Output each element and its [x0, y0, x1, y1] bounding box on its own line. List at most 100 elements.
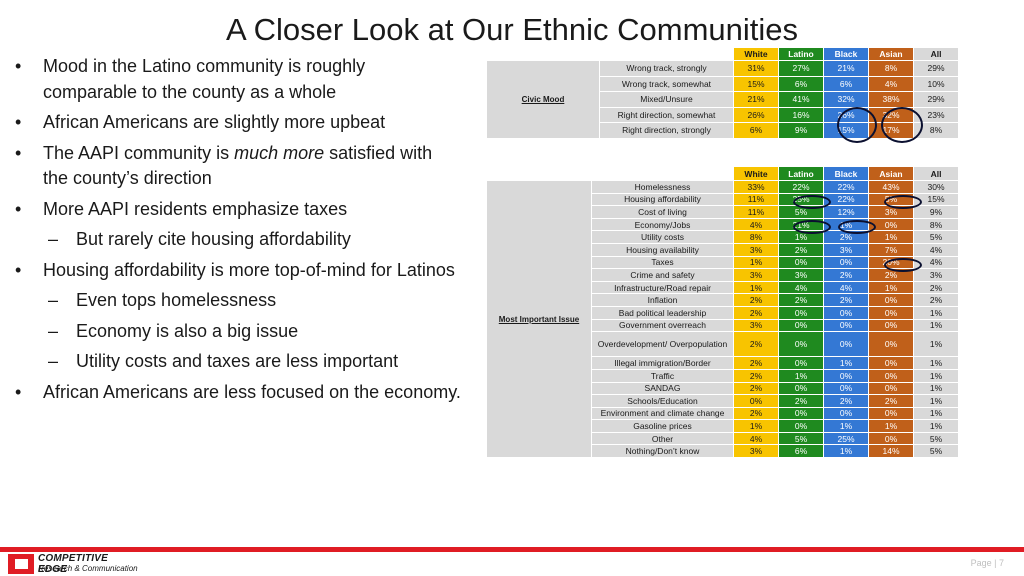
cell-asian: 0% [868, 368, 914, 383]
table-row: Schools/Education 0% 2% 2% 2% 1% [487, 394, 959, 408]
cell-black: 0% [823, 305, 869, 320]
table-row: Other 4% 5% 25% 0% 5% [487, 431, 959, 446]
cell-latino: 6% [778, 75, 824, 92]
table-row: Nothing/Don’t know 3% 6% 1% 14% 5% [487, 444, 959, 459]
cell-all: 23% [913, 106, 959, 123]
cell-white: 26% [733, 106, 779, 123]
cell-black: 3% [823, 242, 869, 257]
row-label: Economy/Jobs [591, 217, 734, 232]
table-row: Most Important Issue Homelessness 33% 22% 22… [486, 179, 959, 459]
cell-asian: 14% [868, 444, 914, 459]
bullet-list: Mood in the Latino community is roughly … [12, 54, 462, 410]
cell-black: 0% [823, 368, 869, 383]
cell-asian: 8% [868, 60, 914, 77]
column-header-asian: Asian [868, 47, 914, 61]
cell-all: 5% [913, 431, 959, 446]
cell-asian: 2% [868, 394, 914, 408]
table-row: Overdevelopment/ Overpopulation 2% 0% 0% 0% 1… [487, 331, 959, 358]
row-label: Wrong track, strongly [599, 60, 734, 77]
cell-white: 1% [733, 255, 779, 270]
column-header-latino: Latino [778, 166, 824, 181]
cell-asian: 2% [868, 268, 914, 282]
cell-all: 1% [913, 394, 959, 408]
cell-asian: 1% [868, 419, 914, 433]
cell-black: 12% [823, 205, 869, 219]
footer-accent-bar [0, 547, 1024, 552]
header-blank [591, 166, 734, 181]
cell-all: 9% [913, 205, 959, 219]
cell-latino: 21% [778, 217, 824, 232]
row-label: Bad political leadership [591, 305, 734, 320]
cell-all: 1% [913, 368, 959, 383]
cell-asian: 1% [868, 230, 914, 244]
row-label: Taxes [591, 255, 734, 270]
cell-latino: 5% [778, 431, 824, 446]
cell-latino: 0% [778, 318, 824, 333]
cell-black: 1% [823, 217, 869, 232]
cell-all: 10% [913, 75, 959, 92]
cell-black: 32% [823, 91, 869, 108]
column-header-black: Black [823, 47, 869, 61]
cell-asian: 0% [868, 431, 914, 446]
cell-latino: 0% [778, 305, 824, 320]
row-label: Utility costs [591, 230, 734, 244]
table-row: Environment and climate change 2% 0% 0% 0% 1% [487, 406, 959, 421]
table-row: Mixed/Unsure 21% 41% 32% 38% 29% [487, 91, 959, 108]
cell-all: 1% [913, 356, 959, 370]
cell-all: 4% [913, 242, 959, 257]
cell-white: 15% [733, 75, 779, 92]
row-label: Crime and safety [591, 268, 734, 282]
bullet-item: African Americans are slightly more upbe… [12, 110, 462, 136]
cell-black: 2% [823, 268, 869, 282]
cell-latino: 2% [778, 293, 824, 307]
cell-black: 0% [823, 331, 869, 358]
table-row: Right direction, strongly 6% 9% 15% 17% 8% [487, 122, 959, 139]
bullet-item: Even tops homelessness [12, 288, 462, 314]
row-label: Illegal immigration/Border [591, 356, 734, 370]
row-label: Wrong track, somewhat [599, 75, 734, 92]
category-label: Civic Mood [486, 60, 600, 139]
cell-asian: 7% [868, 242, 914, 257]
column-header-white: White [733, 166, 779, 181]
row-label: Housing affordability [591, 192, 734, 207]
bullet-item: Economy is also a big issue [12, 319, 462, 345]
cell-latino: 2% [778, 242, 824, 257]
cell-white: 2% [733, 331, 779, 358]
bullet-text: Even tops homelessness [76, 290, 277, 310]
cell-all: 5% [913, 230, 959, 244]
cell-all: 29% [913, 91, 959, 108]
bullet-text: Economy is also a big issue [76, 320, 299, 341]
cell-black: 6% [823, 75, 869, 92]
cell-asian: 0% [868, 381, 914, 396]
cell-all: 1% [913, 305, 959, 320]
bullet-text: The AAPI community is [43, 142, 235, 163]
cell-black: 0% [823, 381, 869, 396]
cell-white: 3% [733, 318, 779, 333]
cell-asian: 43% [868, 180, 914, 194]
cell-black: 4% [823, 280, 869, 295]
cell-latino: 16% [778, 106, 824, 123]
table-row: Civic Mood Wrong track, strongly 31% 27% 21%… [486, 60, 959, 139]
cell-asian: 1% [868, 280, 914, 295]
cell-all: 5% [913, 444, 959, 459]
cell-all: 30% [913, 180, 959, 194]
cell-latino: 0% [778, 331, 824, 358]
cell-latino: 9% [778, 122, 824, 139]
table-row: Gasoline prices 1% 0% 1% 1% 1% [487, 419, 959, 433]
cell-latino: 0% [778, 406, 824, 421]
table-row: Utility costs 8% 1% 2% 1% 5% [487, 230, 959, 244]
table-row: Crime and safety 3% 3% 2% 2% 3% [487, 268, 959, 282]
bullet-item: More AAPI residents emphasize taxes [12, 197, 462, 223]
cell-all: 1% [913, 381, 959, 396]
header-blank [486, 166, 592, 181]
cell-white: 3% [733, 444, 779, 459]
cell-black: 25% [823, 431, 869, 446]
row-label: Inflation [591, 293, 734, 307]
cell-asian: 5% [868, 192, 914, 207]
row-label: Overdevelopment/ Overpopulation [591, 331, 734, 358]
bullet-item: African Americans are less focused on th… [12, 380, 462, 406]
bullet-item: Mood in the Latino community is roughly … [12, 54, 462, 105]
logo-mark-icon [8, 554, 34, 574]
cell-black: 21% [823, 60, 869, 77]
cell-all: 8% [913, 122, 959, 139]
